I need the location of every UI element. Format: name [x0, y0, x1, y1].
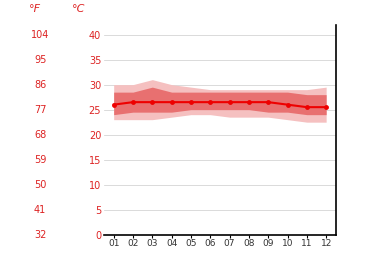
- Text: 59: 59: [34, 155, 46, 165]
- Text: 77: 77: [34, 105, 46, 115]
- Text: 86: 86: [34, 80, 46, 90]
- Text: 68: 68: [34, 130, 46, 140]
- Text: °F: °F: [29, 4, 41, 14]
- Text: 32: 32: [34, 230, 46, 240]
- Text: °C: °C: [72, 4, 85, 14]
- Text: 50: 50: [34, 180, 46, 190]
- Text: 104: 104: [31, 29, 49, 40]
- Text: 95: 95: [34, 55, 46, 65]
- Text: 41: 41: [34, 205, 46, 215]
